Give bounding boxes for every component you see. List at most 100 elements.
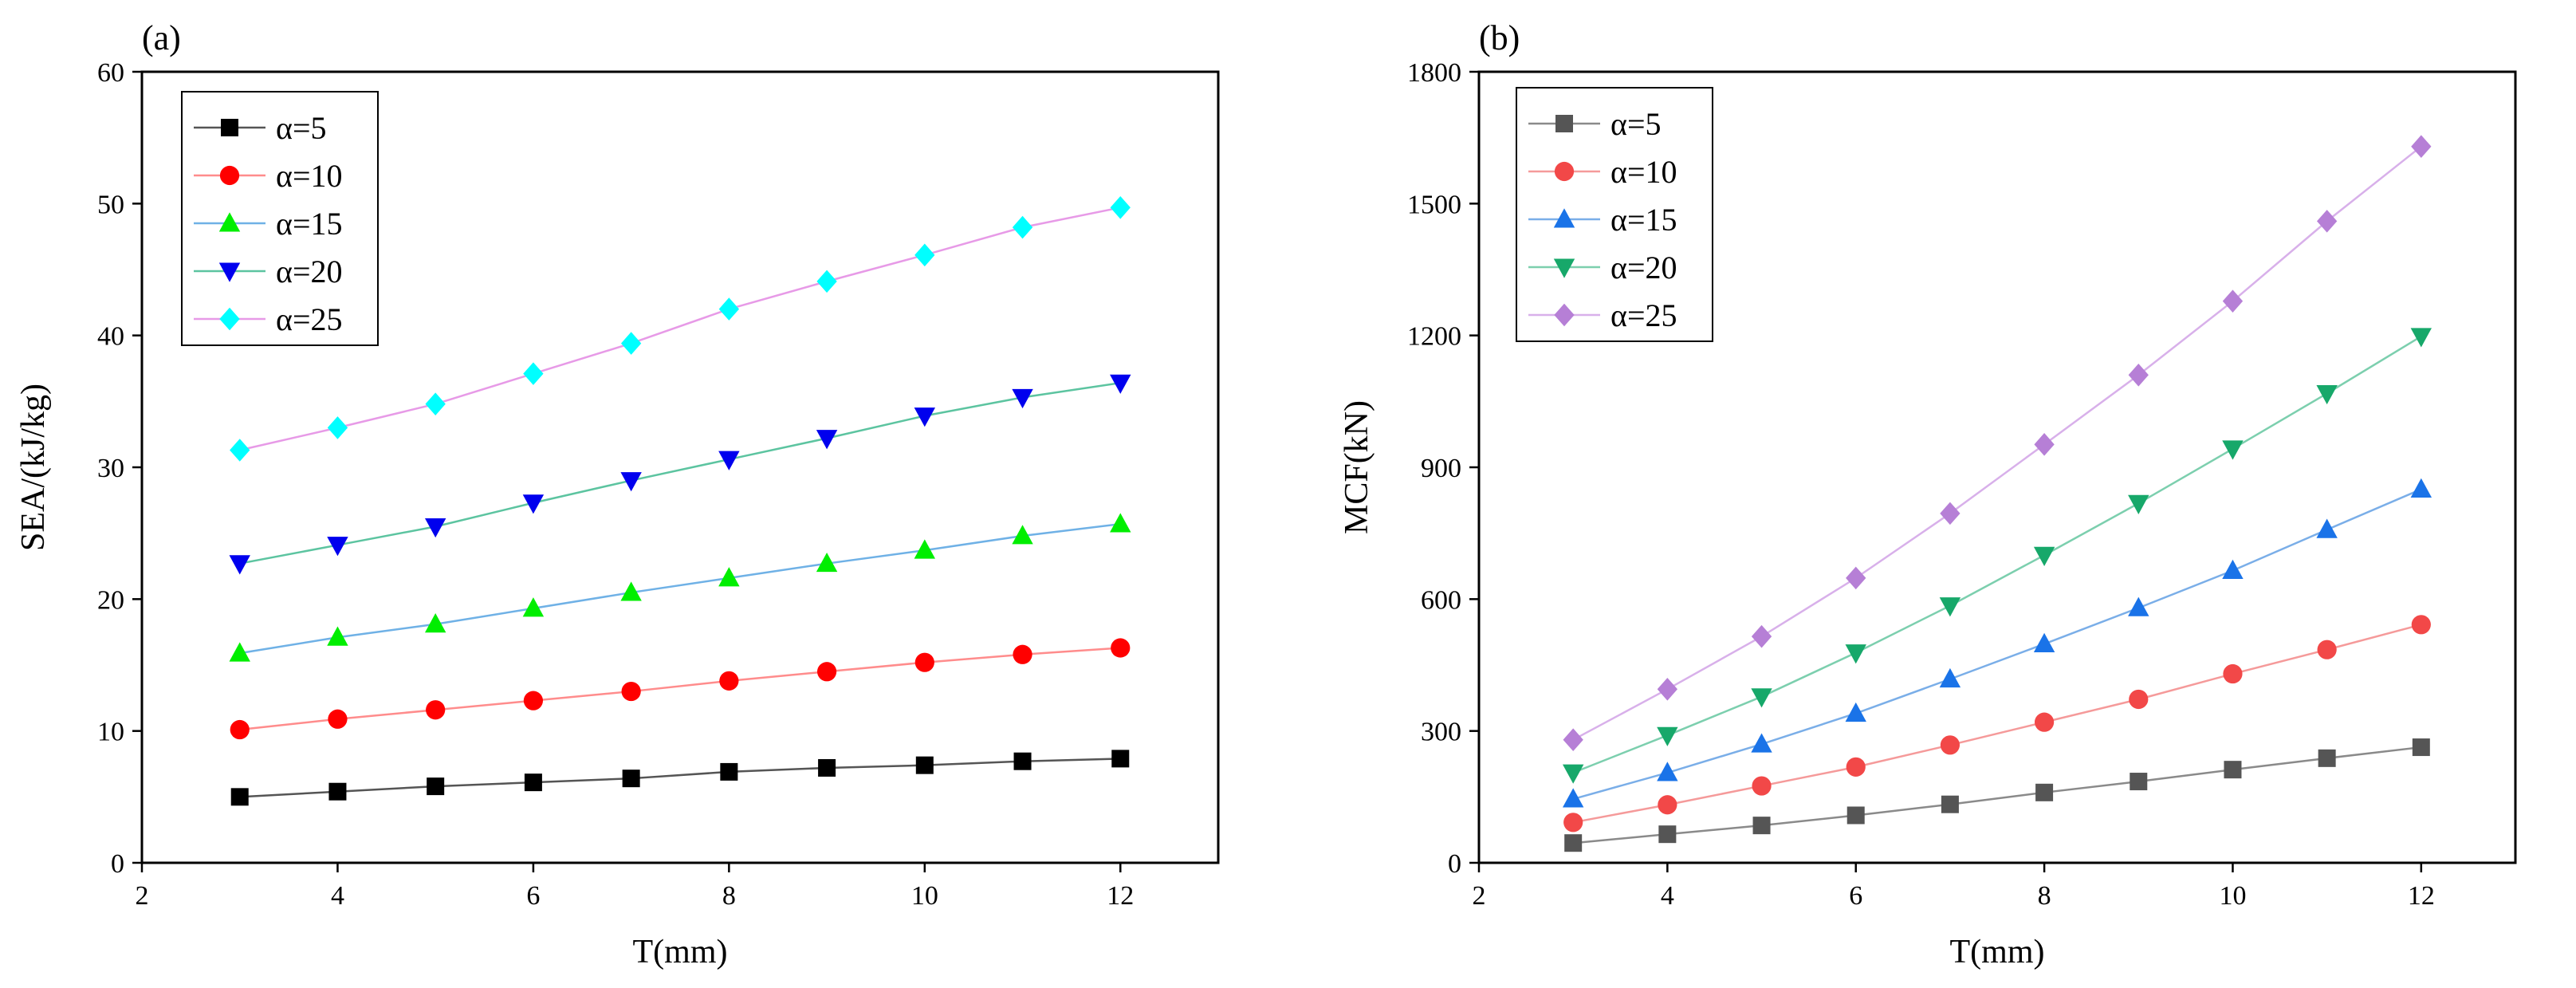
data-point-marker [718,567,740,587]
series-markers [1562,135,2432,852]
data-point-marker [424,518,446,538]
y-tick-label: 60 [97,58,124,88]
chart-panel-a: (a) 2 4 6 8 10 12 0 10 20 30 40 50 60 α=5 α=10 α=15 α=2… [15,18,1220,970]
data-point-marker [2222,440,2244,460]
data-point-marker [1562,788,1584,808]
data-point-marker [327,416,348,439]
x-tick-label: 6 [1849,881,1862,911]
data-point-marker [2318,749,2336,767]
data-point-marker [523,362,544,385]
x-tick-label: 10 [911,881,938,911]
x-tick-label: 8 [722,881,736,911]
data-point-marker [720,762,738,781]
data-point-marker [2222,289,2244,313]
data-point-marker [1752,817,1771,835]
y-tick-label: 300 [1421,718,1461,747]
data-point-marker [1657,762,1678,781]
data-point-marker [914,539,936,559]
data-point-marker [1846,566,1866,590]
legend-label: α=10 [276,158,343,194]
data-point-marker [1012,525,1033,545]
data-point-marker [524,773,542,792]
legend-marker [218,262,241,282]
y-tick-label: 10 [97,718,124,747]
data-point-marker [2129,689,2149,710]
legend-marker [1554,161,1575,182]
data-point-marker [2128,494,2149,514]
y-axis-title: SEA/(kJ/kg) [15,384,52,551]
x-axis-title: T(mm) [633,934,728,970]
y-tick-label: 50 [97,190,124,219]
data-point-marker [1657,726,1678,746]
data-point-marker [327,626,348,646]
data-point-marker [816,430,838,450]
x-tick-label: 6 [526,881,540,911]
series-line-0 [239,758,1121,798]
data-point-marker [2410,478,2432,498]
data-point-marker [1563,813,1583,833]
legend: α=5 α=10 α=15 α=20 α=25 [181,91,379,346]
data-point-marker [328,782,347,801]
data-point-marker [1012,215,1033,239]
data-point-marker [1940,735,1961,755]
legend-label: α=25 [1610,297,1677,333]
data-point-marker [2034,712,2055,732]
legend-marker [218,212,241,232]
data-point-marker [718,297,740,321]
data-point-marker [1111,750,1130,768]
series-line-3 [239,381,1121,565]
y-tick-label: 30 [97,454,124,483]
legend-label: α=15 [276,206,343,242]
data-point-marker [1013,644,1032,664]
data-point-marker [2033,546,2055,566]
data-point-marker [718,451,740,470]
data-point-marker [2222,559,2244,579]
legend-box [1516,87,1713,342]
data-point-marker [327,537,348,557]
data-point-marker [816,662,837,682]
data-point-marker [621,681,641,702]
data-point-marker [1939,597,1961,617]
x-tick-label: 2 [1473,881,1486,911]
data-point-marker [1845,644,1866,664]
data-point-marker [2128,596,2149,616]
y-axis-title: MCF(kN) [1339,400,1375,534]
data-point-marker [328,709,348,729]
data-point-marker [1939,667,1961,688]
data-point-marker [523,691,544,710]
data-point-marker [2411,135,2432,158]
data-point-marker [1564,834,1583,852]
data-point-marker [622,770,640,788]
series-markers [229,195,1131,806]
data-point-marker [1563,728,1583,751]
legend-marker [1555,115,1573,132]
data-point-marker [522,597,545,617]
legend-label: α=25 [276,301,343,337]
axis-ticks: 2 4 6 8 10 12 0 10 20 30 40 50 60 [97,58,1134,911]
series-line-3 [1572,335,2422,774]
data-point-marker [915,756,934,774]
x-tick-label: 2 [136,881,149,911]
data-point-marker [818,758,836,777]
data-point-marker [2223,663,2243,684]
legend-label: α=20 [276,254,343,289]
data-point-marker [914,652,934,672]
legend-label: α=5 [1610,106,1662,142]
data-point-marker [2316,518,2338,538]
data-point-marker [2130,773,2148,791]
data-point-marker [1562,764,1584,784]
data-point-marker [2034,433,2055,456]
y-tick-label: 1500 [1407,190,1461,219]
data-point-marker [1751,624,1772,648]
data-point-marker [1941,795,1959,813]
data-point-marker [1940,502,1961,525]
y-tick-label: 0 [111,849,124,879]
y-tick-label: 0 [1448,849,1461,879]
data-point-marker [522,494,545,514]
data-point-marker [427,777,445,796]
series-line-4 [239,207,1121,451]
data-point-marker [719,671,739,691]
legend-marker [1553,208,1575,228]
